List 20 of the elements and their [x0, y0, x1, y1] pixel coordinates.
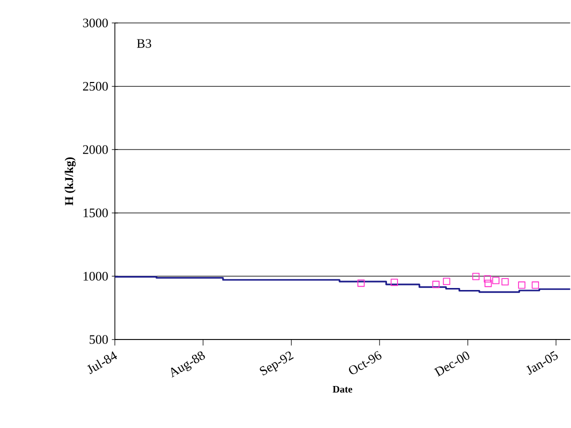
point	[472, 272, 480, 280]
y-axis-title: H (kJ/kg)	[64, 157, 76, 206]
y-tick-label: 2500	[83, 82, 108, 90]
point	[390, 278, 398, 286]
y-tick-label: 1000	[84, 272, 108, 280]
point	[442, 278, 450, 285]
point	[501, 278, 509, 286]
y-tick-label: 500	[90, 334, 108, 344]
point	[492, 276, 500, 284]
y-tick-label: 1500	[84, 208, 108, 218]
annotation: B3	[136, 38, 152, 48]
point	[518, 281, 526, 289]
point	[484, 275, 492, 282]
y-tick-label: 3000	[83, 18, 108, 28]
point	[432, 280, 440, 288]
point	[357, 279, 365, 287]
x-axis-title: Date	[332, 386, 352, 392]
point	[532, 281, 540, 289]
y-tick-label: 2000	[83, 145, 108, 154]
point	[484, 280, 492, 287]
